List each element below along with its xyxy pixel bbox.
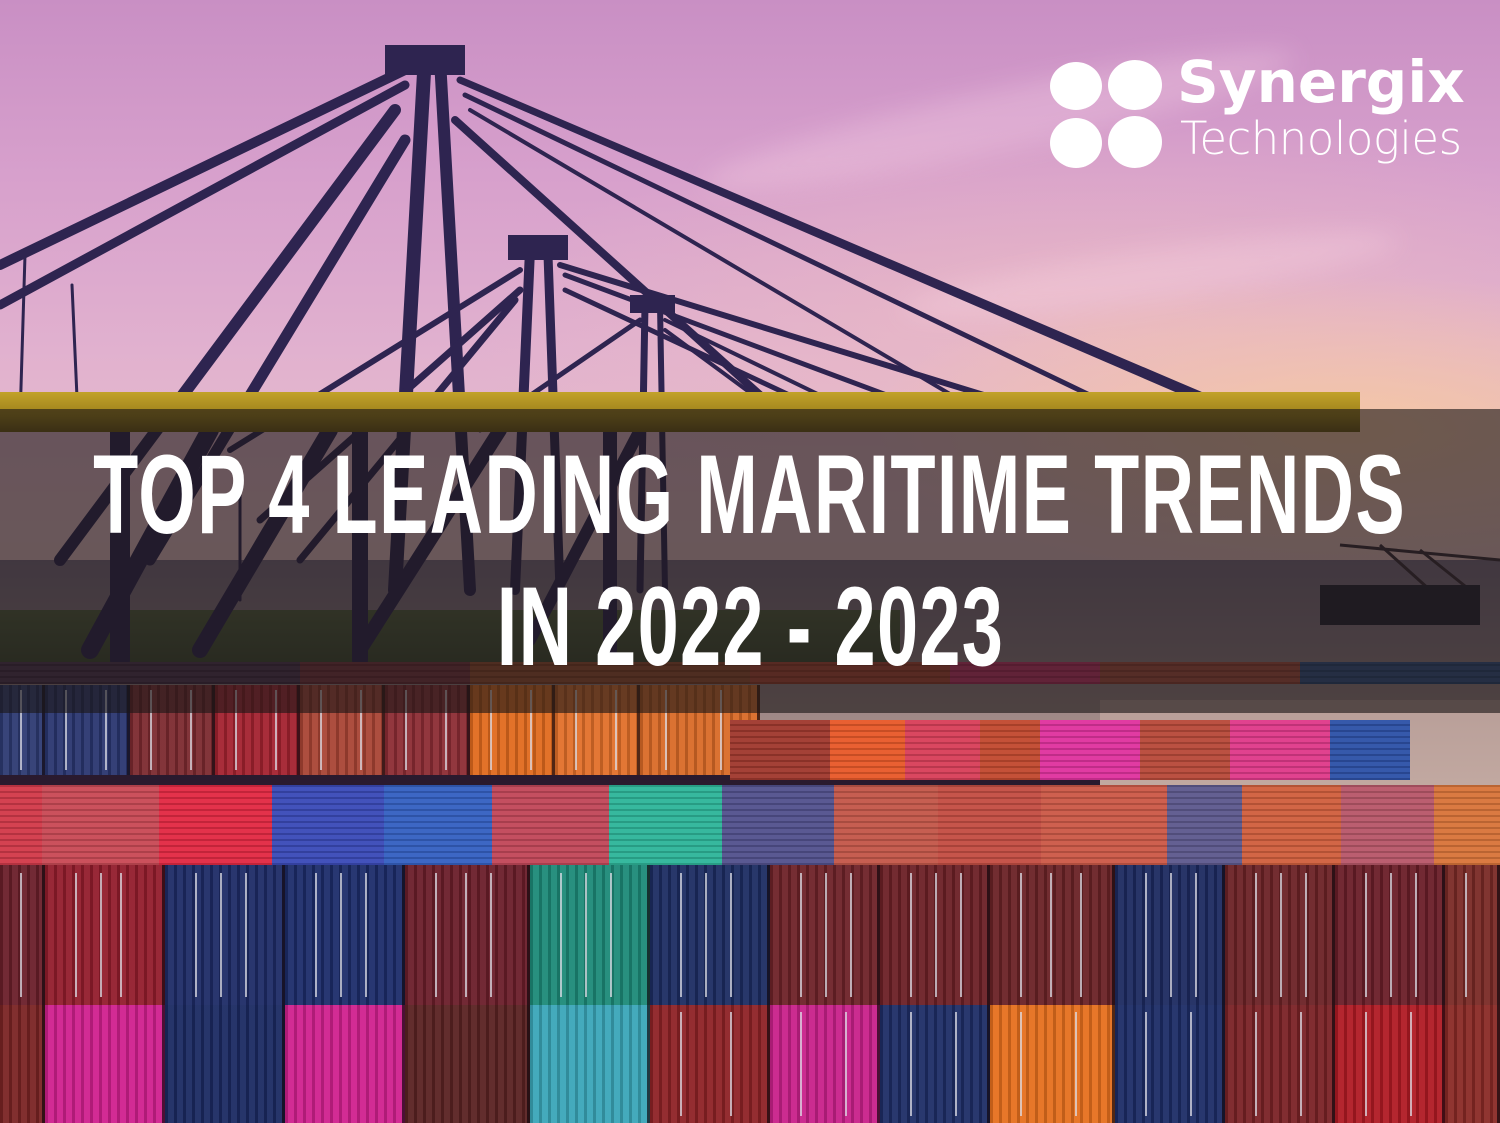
headline-line-1: TOP 4 LEADING MARITIME TRENDS [93,432,1407,557]
four-dots-logo-icon [1050,60,1162,172]
headline: TOP 4 LEADING MARITIME TRENDS IN 2022 - … [0,409,1500,713]
title-overlay-band [0,409,1500,713]
container-stacks [0,650,1500,1123]
headline-line-2: IN 2022 - 2023 [496,564,1004,689]
brand-subtitle: Technologies [1180,112,1462,165]
brand-name: Synergix [1177,48,1465,116]
synergix-logo: Synergix Technologies [1050,48,1465,176]
